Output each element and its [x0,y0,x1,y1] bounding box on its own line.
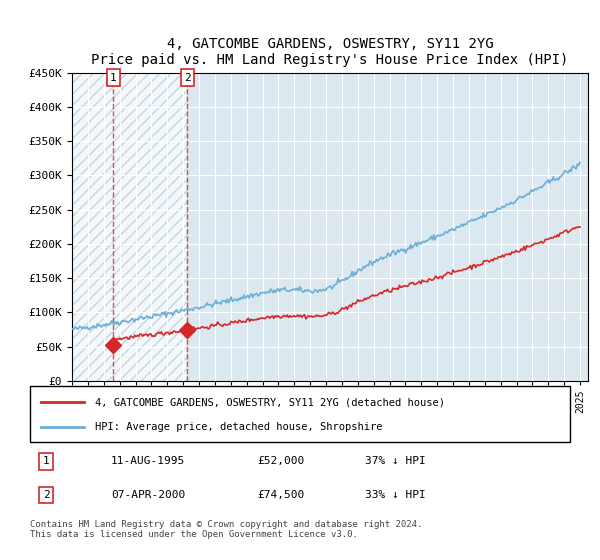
Text: 1: 1 [110,73,116,83]
Text: Contains HM Land Registry data © Crown copyright and database right 2024.
This d: Contains HM Land Registry data © Crown c… [30,520,422,539]
Text: 1: 1 [43,456,50,466]
Text: 4, GATCOMBE GARDENS, OSWESTRY, SY11 2YG (detached house): 4, GATCOMBE GARDENS, OSWESTRY, SY11 2YG … [95,397,445,407]
Text: 11-AUG-1995: 11-AUG-1995 [111,456,185,466]
Text: 37% ↓ HPI: 37% ↓ HPI [365,456,425,466]
Text: 2: 2 [43,490,50,500]
Text: 07-APR-2000: 07-APR-2000 [111,490,185,500]
Text: HPI: Average price, detached house, Shropshire: HPI: Average price, detached house, Shro… [95,422,382,432]
FancyBboxPatch shape [30,386,570,442]
Bar [72,73,187,381]
Text: 2: 2 [184,73,191,83]
Text: £52,000: £52,000 [257,456,304,466]
Text: £74,500: £74,500 [257,490,304,500]
Text: 33% ↓ HPI: 33% ↓ HPI [365,490,425,500]
Title: 4, GATCOMBE GARDENS, OSWESTRY, SY11 2YG
Price paid vs. HM Land Registry's House : 4, GATCOMBE GARDENS, OSWESTRY, SY11 2YG … [91,38,569,67]
